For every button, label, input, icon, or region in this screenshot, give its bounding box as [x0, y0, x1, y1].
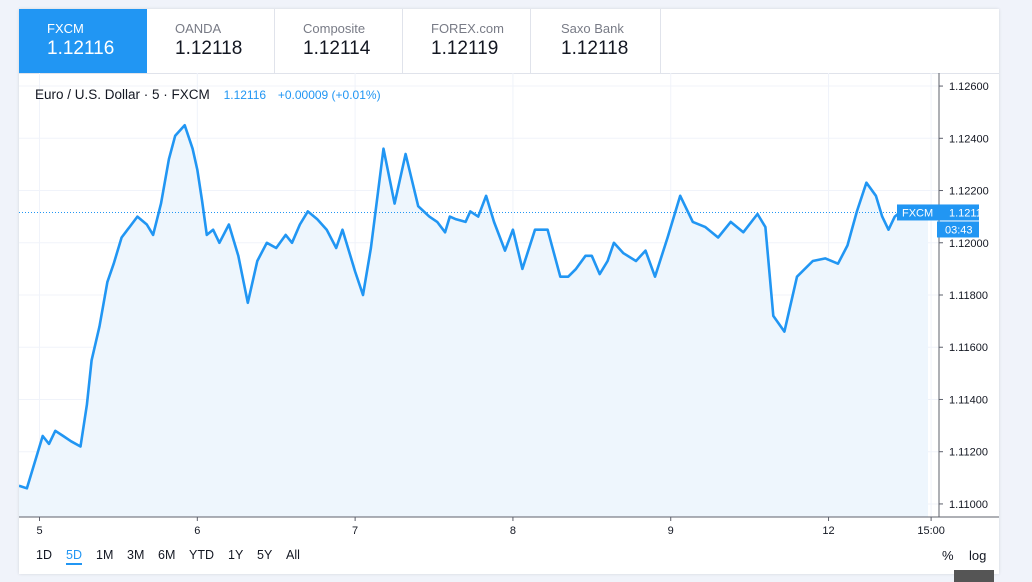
- tab-saxo-bank[interactable]: Saxo Bank 1.12118: [533, 9, 661, 73]
- range-3m[interactable]: 3M: [127, 548, 145, 562]
- tab-forex-com-name: FOREX.com: [431, 21, 504, 36]
- countdown-box: [937, 221, 979, 238]
- tab-composite-name: Composite: [303, 21, 366, 36]
- last-price-value: 1.12116: [949, 207, 988, 219]
- percent-toggle[interactable]: %: [942, 548, 954, 563]
- price-tick-label: 1.11200: [949, 447, 988, 459]
- range-ytd[interactable]: YTD: [189, 548, 214, 562]
- symbol-legend: Euro / U.S. Dollar · 5 · FXCM 1.12116 +0…: [35, 87, 381, 102]
- price-tick-label: 1.12600: [949, 81, 989, 93]
- range-5d[interactable]: 5D: [66, 548, 82, 565]
- range-1m[interactable]: 1M: [96, 548, 114, 562]
- tab-saxo-bank-value: 1.12118: [561, 38, 629, 59]
- exchange-tabs: FXCM 1.12116 OANDA 1.12118 Composite 1.1…: [19, 9, 999, 74]
- price-chart[interactable]: 1.12600 1.12400 1.12200 1.12000 1.11800 1.116…: [19, 73, 999, 537]
- tab-fxcm-name: FXCM: [47, 21, 84, 36]
- range-1d[interactable]: 1D: [36, 548, 52, 562]
- price-tick-label: 1.11600: [949, 342, 988, 354]
- price-series-line: [19, 123, 929, 490]
- range-1y[interactable]: 1Y: [228, 548, 244, 562]
- time-tick-label: 7: [352, 525, 358, 537]
- price-tick-label: 1.11400: [949, 394, 988, 406]
- last-price-source: FXCM: [902, 207, 933, 219]
- time-axis: 5 6 7 8 9 12 15:00: [36, 517, 945, 537]
- price-tick-label: 1.11000: [949, 499, 988, 511]
- tab-composite-value: 1.12114: [303, 38, 371, 59]
- tab-oanda-name: OANDA: [175, 21, 222, 36]
- range-toolbar: 1D 5D 1M 3M 6M YTD 1Y 5Y All % log: [19, 537, 999, 574]
- time-tick-label: 6: [194, 525, 200, 537]
- tab-oanda[interactable]: OANDA 1.12118: [147, 9, 275, 73]
- countdown-value: 03:43: [945, 224, 973, 236]
- tab-forex-com[interactable]: FOREX.com 1.12119: [403, 9, 531, 73]
- time-tick-label: 12: [822, 525, 834, 537]
- price-tick-label: 1.12200: [949, 186, 989, 198]
- symbol-title: Euro / U.S. Dollar · 5 · FXCM: [35, 87, 210, 102]
- price-tick-label: 1.11800: [949, 290, 988, 302]
- tab-oanda-value: 1.12118: [175, 38, 243, 59]
- tab-composite[interactable]: Composite 1.12114: [275, 9, 403, 73]
- time-tick-label: 15:00: [917, 525, 945, 537]
- last-price-box: [897, 204, 979, 221]
- range-all[interactable]: All: [286, 548, 300, 562]
- tab-fxcm-value: 1.12116: [47, 38, 115, 59]
- price-area-fill: [19, 125, 928, 517]
- page-scrollbar-thumb[interactable]: [954, 570, 994, 582]
- last-price-label: FXCM 1.12116 03:43: [897, 204, 988, 238]
- tab-forex-com-value: 1.12119: [431, 38, 499, 59]
- range-5y[interactable]: 5Y: [257, 548, 273, 562]
- legend-price: 1.12116: [223, 88, 267, 102]
- time-tick-label: 9: [668, 525, 674, 537]
- time-tick-label: 5: [36, 525, 42, 537]
- time-tick-label: 8: [510, 525, 516, 537]
- price-axis: 1.12600 1.12400 1.12200 1.12000 1.11800 1.116…: [939, 81, 989, 511]
- legend-change: +0.00009 (+0.01%): [277, 88, 381, 102]
- log-toggle[interactable]: log: [969, 548, 987, 563]
- tab-fxcm[interactable]: FXCM 1.12116: [19, 9, 147, 73]
- tab-saxo-bank-name: Saxo Bank: [561, 21, 624, 36]
- price-tick-label: 1.12400: [949, 133, 989, 145]
- range-6m[interactable]: 6M: [158, 548, 176, 562]
- chart-widget: FXCM 1.12116 OANDA 1.12118 Composite 1.1…: [19, 9, 999, 574]
- price-tick-label: 1.12000: [949, 238, 989, 250]
